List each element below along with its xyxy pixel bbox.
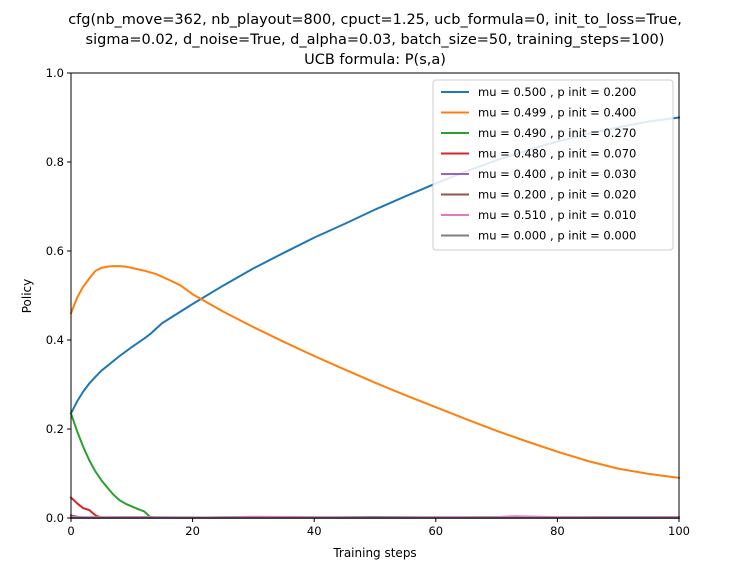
- y-tick-label: 0.0: [46, 511, 64, 525]
- series-line-3: [69, 496, 680, 519]
- legend-entry-5: mu = 0.200 , p init = 0.020: [478, 188, 636, 202]
- legend-box: [432, 79, 674, 251]
- series-line-2: [69, 412, 681, 519]
- y-tick-label: 0.6: [46, 244, 64, 258]
- series-line-1: [69, 265, 681, 480]
- legend-entry-7: mu = 0.000 , p init = 0.000: [478, 229, 636, 243]
- y-axis-ticks: 0.0 0.2 0.4 0.6 0.8 1.0: [46, 66, 71, 525]
- y-tick-label: 0.2: [46, 422, 64, 436]
- x-tick-label: 100: [668, 524, 690, 538]
- x-tick-label: 60: [428, 524, 443, 538]
- y-tick-label: 0.8: [46, 155, 64, 169]
- legend-entry-4: mu = 0.400 , p init = 0.030: [478, 167, 636, 181]
- legend: mu = 0.500 , p init = 0.200 mu = 0.499 , …: [432, 79, 674, 251]
- y-axis-label: Policy: [20, 279, 34, 314]
- y-tick-label: 1.0: [46, 66, 64, 80]
- x-axis-label: Training steps: [332, 546, 416, 560]
- x-tick-label: 80: [550, 524, 565, 538]
- legend-entry-3: mu = 0.480 , p init = 0.070: [478, 147, 636, 161]
- x-tick-label: 40: [307, 524, 322, 538]
- x-tick-label: 20: [185, 524, 200, 538]
- plot-frame: [70, 72, 680, 519]
- legend-entry-2: mu = 0.490 , p init = 0.270: [478, 126, 636, 140]
- y-tick-label: 0.4: [46, 333, 64, 347]
- x-tick-label: 0: [67, 524, 74, 538]
- legend-entry-6: mu = 0.510 , p init = 0.010: [478, 208, 636, 222]
- x-axis-ticks: 0 20 40 60 80 100: [67, 518, 690, 538]
- title-line-2: sigma=0.02, d_noise=True, d_alpha=0.03, …: [86, 32, 665, 48]
- chart-title: cfg(nb_move=362, nb_playout=800, cpuct=1…: [68, 12, 682, 68]
- legend-entry-1: mu = 0.499 , p init = 0.400: [478, 106, 636, 120]
- legend-entry-0: mu = 0.500 , p init = 0.200: [478, 85, 636, 99]
- title-line-1: cfg(nb_move=362, nb_playout=800, cpuct=1…: [68, 12, 682, 28]
- title-line-3: UCB formula: P(s,a): [304, 52, 446, 68]
